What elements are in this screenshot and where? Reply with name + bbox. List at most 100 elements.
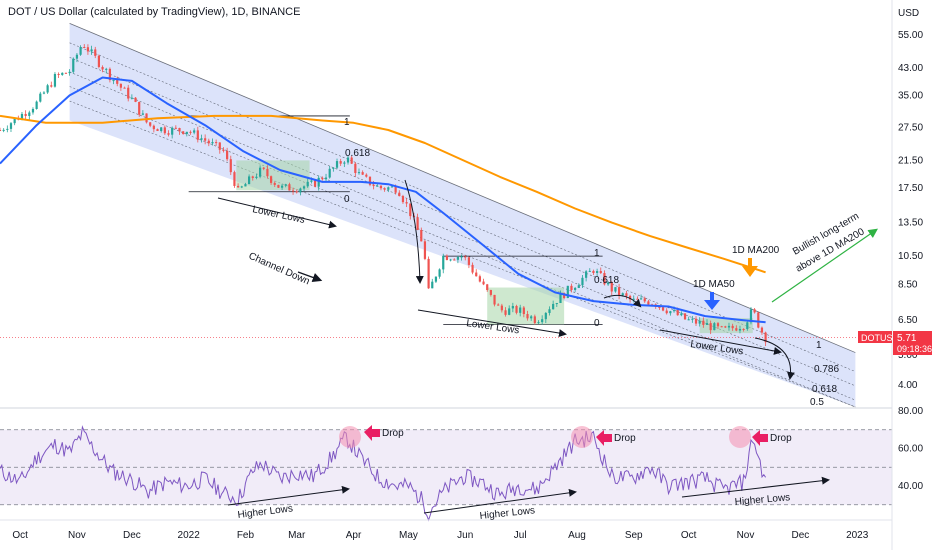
candle-body [9, 123, 13, 129]
candle-body [119, 83, 122, 88]
drop-label-1: Drop [382, 428, 404, 439]
candle-body [321, 177, 324, 180]
candle-body [105, 68, 108, 70]
candle-body [522, 307, 525, 315]
higher-lows-label-3: Higher Lows [734, 492, 790, 508]
price-tick-label: 43.00 [898, 63, 923, 74]
candle-body [661, 307, 665, 311]
candle-body [35, 101, 38, 109]
candle-body [581, 277, 584, 286]
candle-body [559, 293, 562, 304]
candle-body [489, 290, 492, 295]
candle-body [453, 259, 456, 261]
candle-body [599, 271, 602, 274]
rsi-drop-circle-1 [339, 426, 361, 448]
time-tick-label: Apr [346, 530, 362, 541]
candle-body [332, 167, 335, 169]
candle-body [434, 276, 438, 282]
candle-body [405, 202, 408, 204]
candle-body [328, 168, 331, 178]
candle-body [72, 58, 75, 72]
candle-body [716, 323, 720, 327]
candle-body [156, 129, 159, 132]
lower-lows-line-1 [217, 197, 337, 229]
rsi-panel[interactable] [0, 425, 892, 522]
candle-body [2, 129, 5, 131]
candle-body [438, 269, 441, 277]
candle-body [676, 310, 679, 316]
candle-body [669, 311, 672, 314]
candle-body [694, 318, 698, 324]
curved-arrow-1 [404, 179, 424, 284]
candle-body [0, 130, 2, 132]
candle-body [449, 259, 452, 261]
fib-label-1a: 1 [344, 117, 350, 128]
candle-body [409, 203, 412, 217]
accumulation-box-2 [487, 287, 565, 325]
rsi-drop-circle-3 [729, 426, 751, 448]
symbol-tag-text: DOTUSD [861, 333, 900, 343]
candle-body [196, 130, 199, 140]
time-tick-label: Aug [568, 530, 586, 541]
time-tick-label: May [399, 530, 418, 541]
candle-body [204, 138, 207, 141]
chart-title: DOT / US Dollar (calculated by TradingVi… [8, 6, 301, 18]
ma50-line [0, 76, 766, 324]
candle-body [475, 272, 478, 277]
candle-body [760, 327, 764, 333]
candle-body [574, 287, 577, 290]
candle-body [643, 298, 646, 302]
drop-arrow-icon-2 [596, 430, 612, 446]
candle-body [705, 323, 709, 325]
time-tick-label: Feb [237, 530, 255, 541]
time-tick-label: Sep [625, 530, 643, 541]
channel-fib-line-4 [69, 100, 856, 408]
candle-body [530, 316, 533, 319]
rsi-tick-label: 80.00 [898, 406, 923, 417]
candle-body [588, 270, 591, 272]
candle-body [577, 285, 580, 288]
price-tick-label: 35.00 [898, 90, 923, 101]
candle-body [394, 186, 397, 193]
time-axis[interactable]: Oct Nov Dec 2022 Feb Mar Apr May Jun Jul Aug Sep Oct… [12, 530, 868, 541]
price-panel[interactable] [0, 23, 892, 408]
candle-body [310, 180, 313, 182]
candle-body [130, 97, 133, 99]
candle-body [460, 256, 463, 258]
candle-body [738, 328, 742, 331]
candle-body [537, 322, 540, 324]
candle-body [482, 281, 485, 285]
price-tick-label: 6.50 [898, 315, 918, 326]
price-axis[interactable]: 55.00 43.00 35.00 27.50 21.50 17.50 13.50 10.50… [898, 30, 923, 391]
rsi-axis[interactable]: 80.00 60.00 40.00 [898, 406, 923, 492]
candle-body [672, 310, 676, 312]
price-tick-label: 10.50 [898, 251, 923, 262]
candle-body [442, 255, 445, 270]
candle-body [478, 276, 481, 282]
price-tick-label: 8.50 [898, 279, 918, 290]
candle-body [324, 177, 328, 180]
drop-arrow-icon-1 [364, 425, 380, 441]
rsi-line [0, 425, 767, 522]
price-tick-label: 21.50 [898, 155, 923, 166]
candle-body [163, 127, 166, 134]
candle-body [416, 217, 419, 231]
candle-body [46, 85, 49, 93]
candle-body [621, 293, 624, 296]
candle-body [317, 177, 320, 187]
fib-label-05: 0.5 [810, 397, 824, 408]
time-tick-label: Jul [514, 530, 527, 541]
drop-label-2: Drop [614, 433, 636, 444]
candle-body [68, 71, 71, 74]
candle-body [497, 304, 500, 306]
candle-body [273, 182, 276, 185]
price-tick-label: 55.00 [898, 30, 923, 41]
candle-body [383, 188, 386, 190]
candle-body [64, 72, 68, 74]
candle-body [295, 191, 298, 193]
fib-label-1c: 1 [816, 340, 822, 351]
candle-body [346, 157, 350, 163]
candle-body [171, 127, 174, 135]
curved-arrow-3 [754, 337, 795, 380]
